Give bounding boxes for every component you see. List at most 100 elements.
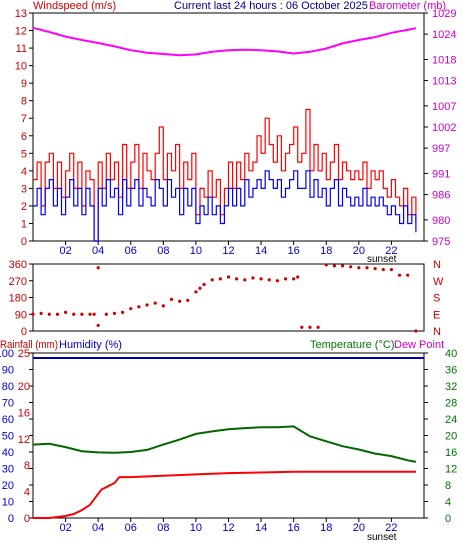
baro-y-tick-label: 1002 — [432, 122, 456, 134]
humidity-y-tick-label: 50 — [2, 431, 14, 443]
wind-avg-line — [33, 170, 417, 242]
dir-point — [267, 278, 271, 282]
sunset-label-top: sunset — [367, 254, 397, 265]
wind-x-tick-label: 20 — [353, 245, 365, 257]
dir-point — [112, 311, 117, 315]
wind-y-tick-label: 13 — [15, 8, 27, 20]
wind-y-tick-label: 11 — [16, 43, 27, 55]
dir-point — [296, 275, 300, 279]
dir-point — [259, 277, 263, 281]
dir-point — [129, 307, 133, 311]
humidity-y-tick-label: 100 — [0, 348, 14, 360]
direction-axes: 0 N 90 E 180 S 270 W 360 N — [9, 259, 444, 338]
wind-x-tick-label: 10 — [190, 245, 202, 257]
dir-point — [275, 279, 279, 283]
dir-point — [137, 305, 141, 309]
dir-point — [235, 277, 239, 281]
bottom-x-tick-label: 12 — [222, 522, 234, 534]
wind-x-tick-label: 22 — [385, 245, 397, 257]
wind-x-tick-label: 16 — [288, 245, 300, 257]
temp-y-tick-label: 40 — [445, 348, 457, 360]
barometer-line — [32, 26, 417, 57]
baro-y-tick-label: 975 — [432, 236, 450, 248]
dir-point — [72, 312, 76, 316]
bottom-x-tick-label: 10 — [190, 522, 202, 534]
rainfall-y-tick-label: 0 — [24, 513, 30, 525]
bottom-x-tick-label: 06 — [125, 522, 137, 534]
baro-y-tick-label: 1018 — [432, 54, 456, 66]
dir-point — [63, 310, 68, 314]
dir-y-tick-label: 360 — [9, 259, 27, 271]
rainfall-y-tick-label: 16 — [18, 407, 30, 419]
dir-point — [349, 265, 353, 269]
temp-y-tick-label: 12 — [445, 464, 457, 476]
current-24h-header: Current last 24 hours : 06 October 2025 — [174, 0, 368, 12]
bottom-series — [32, 357, 424, 519]
dir-point — [31, 312, 35, 316]
wind-y-tick-label: 1 — [21, 218, 27, 230]
bottom-axes: 0102030405060708090100048121620250481216… — [0, 348, 457, 534]
baro-y-tick-label: 991 — [432, 168, 450, 180]
wind-y-tick-label: 6 — [21, 131, 27, 143]
temperature-header: Temperature (°C) — [310, 339, 394, 351]
bottom-x-tick-label: 14 — [255, 522, 267, 534]
dir-point — [292, 277, 296, 281]
wind-y-tick-label: 10 — [15, 61, 27, 73]
dir-y-tick-label: 270 — [9, 276, 27, 288]
temp-y-tick-label: 24 — [445, 414, 457, 426]
humidity-y-tick-label: 0 — [8, 513, 14, 525]
baro-y-tick-label: 1013 — [432, 76, 456, 88]
dir-point — [96, 323, 100, 328]
wind-y-tick-label: 8 — [21, 96, 27, 108]
dir-point — [381, 267, 385, 272]
wind-y-tick-label: 5 — [21, 148, 27, 160]
dir-point — [145, 303, 149, 307]
bottom-x-tick-label: 22 — [385, 522, 397, 534]
dir-point — [80, 312, 84, 316]
barometer-header: Barometer (mb) — [369, 0, 446, 12]
dir-point — [153, 301, 157, 305]
dir-point — [283, 277, 288, 281]
dir-point — [340, 264, 345, 268]
rainfall-line — [33, 470, 416, 519]
windspeed-header: Windspeed (m/s) — [33, 0, 116, 12]
dir-point — [324, 263, 328, 267]
dir-point — [414, 329, 418, 333]
dir-point — [198, 286, 202, 290]
dir-compass-label: N — [433, 259, 441, 271]
direction-series — [31, 263, 418, 333]
dir-point — [332, 264, 336, 268]
wind-y-tick-label: 4 — [21, 166, 27, 178]
humidity-y-tick-label: 10 — [2, 497, 14, 509]
humidity-y-tick-label: 30 — [2, 464, 14, 476]
baro-y-tick-label: 1029 — [432, 8, 456, 20]
dir-point — [88, 312, 92, 316]
dir-point — [96, 266, 100, 270]
dir-point — [251, 276, 255, 280]
dewpoint-header: Dew Point — [394, 339, 444, 351]
temp-y-tick-label: 0 — [445, 513, 451, 525]
dir-point — [47, 312, 51, 316]
humidity-header: Humidity (%) — [59, 339, 122, 351]
dir-point — [243, 278, 247, 282]
temperature-line — [32, 425, 417, 463]
wind-x-tick-label: 18 — [320, 245, 332, 257]
temp-y-tick-label: 8 — [445, 480, 451, 492]
wind-y-tick-label: 0 — [21, 236, 27, 248]
dir-point — [357, 266, 361, 270]
dir-compass-label: E — [433, 309, 440, 321]
dir-point — [226, 275, 231, 279]
dir-point — [55, 312, 60, 316]
dir-point — [406, 273, 410, 277]
baro-y-tick-label: 1007 — [432, 101, 456, 113]
wind-axes: 0123456789101112139759809869919971002100… — [15, 8, 457, 257]
dir-point — [202, 282, 206, 287]
temp-y-tick-label: 20 — [445, 431, 457, 443]
wind-y-tick-label: 3 — [21, 183, 27, 195]
dir-compass-label: N — [433, 326, 441, 338]
humidity-y-tick-label: 90 — [2, 365, 14, 377]
dir-point — [121, 310, 125, 314]
bottom-x-tick-label: 18 — [320, 522, 332, 534]
